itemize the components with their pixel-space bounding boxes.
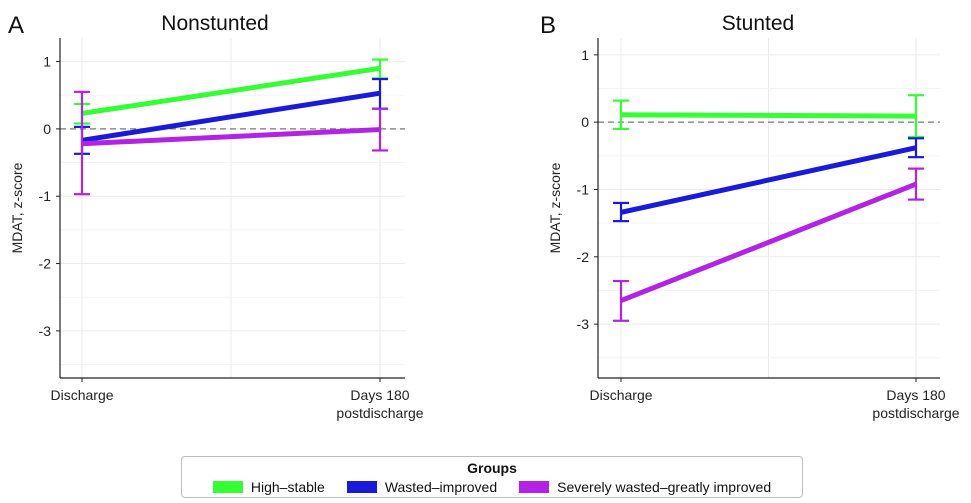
panel-a-y-tick-label: -1	[39, 188, 52, 204]
panel-a-x-tick-label: Days 180	[350, 387, 409, 403]
panel-a-y-tick-label: 0	[43, 121, 51, 137]
legend-item-wasted-improved: Wasted–improved	[346, 479, 498, 495]
legend-swatch-wasted-improved	[346, 481, 377, 493]
panel-b-x-tick-label: Days 180	[886, 387, 945, 403]
panel-b-title: Stunted	[722, 12, 794, 35]
legend-label-severely-wasted: Severely wasted–greatly improved	[557, 479, 772, 495]
panel-a-severely-wasted-greatly-improved-line	[81, 127, 381, 147]
legend-items: High–stable Wasted–improved Severely was…	[182, 479, 802, 495]
legend-item-high-stable: High–stable	[212, 479, 325, 495]
panel-b-ylabel: MDAT, z-score	[547, 162, 563, 253]
panel-a-letter: A	[8, 12, 24, 39]
panel-a-y-tick-label: -2	[39, 256, 52, 272]
panel-b-high-stable-line	[620, 112, 917, 119]
legend-swatch-severely-wasted	[519, 481, 550, 493]
panel-b-x-tick-label: postdischarge	[872, 405, 959, 421]
panel-b-x-tick-label: Discharge	[589, 387, 652, 403]
panel-b-y-tick-label: -3	[577, 316, 590, 332]
panel-a-high-stable-line	[81, 65, 381, 116]
panel-a-y-tick-label: -3	[39, 323, 52, 339]
panel-a-y-tick-label: 1	[43, 54, 51, 70]
panel-b-severely-wasted-greatly-improved-line	[620, 181, 917, 303]
legend-label-high-stable: High–stable	[250, 479, 325, 495]
legend-label-wasted-improved: Wasted–improved	[384, 479, 498, 495]
panel-a-x-tick-label: Discharge	[50, 387, 113, 403]
legend-item-severely-wasted: Severely wasted–greatly improved	[519, 479, 771, 495]
panel-a-title: Nonstunted	[161, 12, 268, 35]
panel-a-x-tick-label: postdischarge	[336, 405, 423, 421]
legend: Groups High–stable Wasted–improved Sever…	[181, 456, 803, 498]
panel-b-y-tick-label: 0	[581, 114, 589, 130]
panel-b-letter: B	[540, 12, 556, 39]
panel-b-y-tick-label: -2	[577, 249, 590, 265]
panel-b-wasted-improved-line	[620, 145, 917, 215]
panel-a-wasted-improved-line	[81, 90, 381, 143]
panel-a-ylabel: MDAT, z-score	[9, 162, 25, 253]
panel-b-y-tick-label: 1	[581, 47, 589, 63]
figure: 1 0 -1 -2 -3 Discharge Days 180 postdischarge No…	[8, 12, 960, 421]
legend-swatch-high-stable	[212, 481, 243, 493]
panel-b-y-tick-label: -1	[577, 181, 590, 197]
legend-title: Groups	[467, 460, 517, 476]
